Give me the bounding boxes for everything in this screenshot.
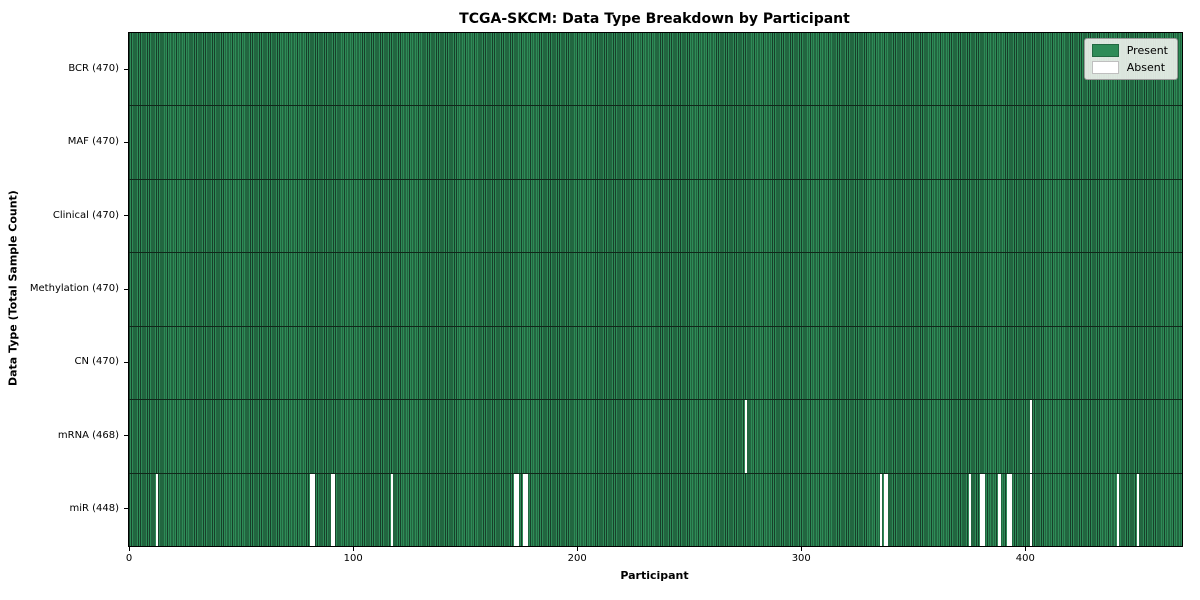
x-tick-mark bbox=[353, 547, 355, 551]
y-tick-mark bbox=[124, 361, 128, 363]
absent-gap bbox=[982, 473, 985, 546]
heatmap-row-BCR bbox=[129, 33, 1182, 106]
y-tick-label: BCR (470) bbox=[68, 63, 119, 75]
absent-gap bbox=[514, 473, 517, 546]
heatmap-row-miR bbox=[129, 472, 1182, 546]
plot-area: Present Absent bbox=[128, 32, 1183, 547]
y-tick-mark bbox=[124, 288, 128, 290]
absent-gap bbox=[980, 473, 983, 546]
x-tick-mark bbox=[801, 547, 803, 551]
absent-gap bbox=[332, 473, 336, 546]
y-tick-label: MAF (470) bbox=[67, 136, 119, 148]
legend: Present Absent bbox=[1083, 38, 1178, 80]
absent-gap bbox=[998, 473, 1001, 546]
absent-gap bbox=[312, 473, 315, 546]
heatmap-row-mRNA bbox=[129, 399, 1182, 473]
absent-gap bbox=[879, 473, 882, 546]
heatmap-rows bbox=[129, 33, 1182, 546]
x-axis-label: Participant bbox=[620, 569, 689, 582]
absent-gap bbox=[516, 473, 519, 546]
y-tick-mark bbox=[124, 508, 128, 510]
y-tick-label: miR (448) bbox=[69, 502, 119, 514]
chart-title: TCGA-SKCM: Data Type Breakdown by Partic… bbox=[459, 11, 850, 27]
heatmap-row-Methylation bbox=[129, 252, 1182, 326]
legend-item-absent: Absent bbox=[1091, 61, 1168, 74]
y-tick-label: CN (470) bbox=[74, 356, 119, 368]
x-tick-label: 200 bbox=[567, 553, 587, 564]
absent-gap bbox=[523, 473, 526, 546]
y-tick-mark bbox=[124, 141, 128, 143]
absent-gap bbox=[969, 473, 972, 546]
x-tick-mark bbox=[1025, 547, 1027, 551]
absent-gap bbox=[884, 473, 887, 546]
x-tick-mark bbox=[577, 547, 579, 551]
legend-label-present: Present bbox=[1126, 44, 1168, 57]
heatmap-row-MAF bbox=[129, 105, 1182, 179]
absent-gap bbox=[1117, 473, 1120, 546]
y-tick-mark bbox=[124, 435, 128, 437]
y-tick-mark bbox=[124, 68, 128, 70]
legend-swatch-absent-icon bbox=[1091, 61, 1119, 74]
x-tick-mark bbox=[129, 547, 131, 551]
heatmap-row-CN bbox=[129, 325, 1182, 400]
absent-gap bbox=[1029, 473, 1032, 546]
absent-gap bbox=[1029, 400, 1032, 473]
legend-label-absent: Absent bbox=[1126, 61, 1166, 74]
absent-gap bbox=[391, 473, 394, 546]
absent-gap bbox=[330, 473, 333, 546]
x-tick-label: 100 bbox=[343, 553, 363, 564]
absent-gap bbox=[1009, 473, 1012, 546]
absent-gap bbox=[745, 400, 748, 473]
absent-gap bbox=[886, 473, 889, 546]
legend-item-present: Present bbox=[1091, 44, 1168, 57]
absent-gap bbox=[1007, 473, 1010, 546]
x-tick-label: 400 bbox=[1015, 553, 1035, 564]
x-tick-label: 300 bbox=[791, 553, 811, 564]
absent-gap bbox=[310, 473, 313, 546]
y-tick-label: mRNA (468) bbox=[57, 429, 119, 441]
y-tick-mark bbox=[124, 215, 128, 217]
y-tick-label: Methylation (470) bbox=[29, 283, 119, 294]
y-tick-label: Clinical (470) bbox=[52, 209, 119, 221]
absent-gap bbox=[155, 473, 159, 546]
legend-swatch-present-icon bbox=[1091, 44, 1119, 57]
x-tick-label: 0 bbox=[125, 553, 133, 564]
absent-gap bbox=[1137, 473, 1140, 546]
heatmap-row-Clinical bbox=[129, 178, 1182, 253]
absent-gap bbox=[525, 473, 528, 546]
